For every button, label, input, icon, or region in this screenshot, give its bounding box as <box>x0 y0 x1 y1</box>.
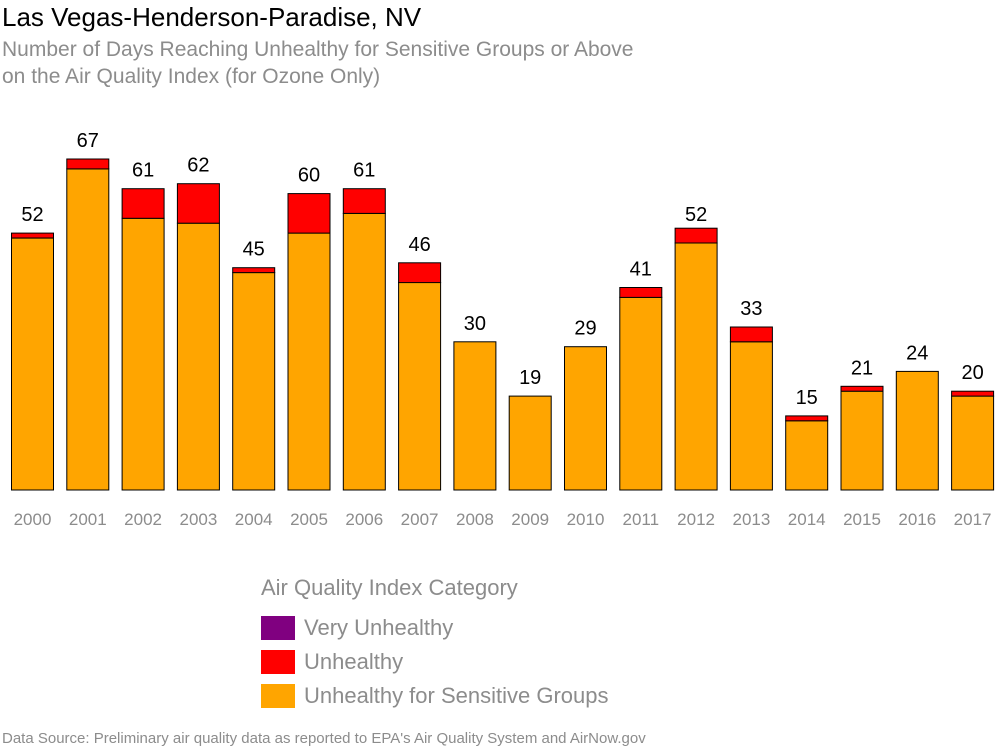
x-tick-label-2003: 2003 <box>179 510 217 529</box>
x-tick-label-2005: 2005 <box>290 510 328 529</box>
x-tick-label-2008: 2008 <box>456 510 494 529</box>
bar-segment-unhealthy-2015 <box>840 385 884 392</box>
bar-segment-unhealthy-2006 <box>342 188 386 214</box>
bar-segment-unhealthy-for-sensitive-groups-2002 <box>121 217 165 491</box>
x-tick-label-2007: 2007 <box>401 510 439 529</box>
bar-segment-unhealthy-for-sensitive-groups-2000 <box>11 237 54 491</box>
bar-segment-unhealthy-2001 <box>66 158 110 170</box>
subtitle-line-2: on the Air Quality Index (for Ozone Only… <box>2 65 381 88</box>
x-tick-label-2010: 2010 <box>567 510 605 529</box>
legend-title: Air Quality Index Category <box>261 575 518 600</box>
bar-segment-unhealthy-for-sensitive-groups-2013 <box>729 341 773 491</box>
bar-segment-unhealthy-2007 <box>398 262 442 284</box>
data-label-2006: 61 <box>353 160 375 182</box>
x-tick-label-2012: 2012 <box>677 510 715 529</box>
data-label-2002: 61 <box>132 160 154 182</box>
bar-segment-unhealthy-for-sensitive-groups-2003 <box>176 222 220 491</box>
legend-swatch-unhealthy-for-sensitive-groups <box>261 684 295 708</box>
data-label-2005: 60 <box>298 165 320 187</box>
bar-segment-unhealthy-2005 <box>287 193 331 234</box>
bar-segment-unhealthy-for-sensitive-groups-2015 <box>840 390 884 491</box>
stacked-bar-chart: 52 2000 67 2001 61 2002 62 2003 45 2004 60 2005 61 20… <box>11 130 995 529</box>
data-label-2010: 29 <box>574 318 596 340</box>
bar-segment-unhealthy-for-sensitive-groups-2006 <box>342 212 386 491</box>
data-label-2012: 52 <box>685 204 707 226</box>
chart-subtitle: Number of Days Reaching Unhealthy for Se… <box>2 36 634 90</box>
data-label-2008: 30 <box>464 313 486 335</box>
legend-swatch-unhealthy <box>261 650 295 674</box>
data-label-2015: 21 <box>851 357 873 379</box>
x-tick-label-2004: 2004 <box>235 510 273 529</box>
x-tick-label-2000: 2000 <box>14 510 52 529</box>
legend: Air Quality Index Category Very Unhealth… <box>261 575 609 713</box>
x-tick-label-2014: 2014 <box>788 510 826 529</box>
bar-segment-unhealthy-2004 <box>232 267 276 274</box>
data-label-2000: 52 <box>21 204 43 226</box>
x-tick-label-2009: 2009 <box>511 510 549 529</box>
data-label-2009: 19 <box>519 367 541 389</box>
bar-segment-unhealthy-for-sensitive-groups-2008 <box>453 341 497 491</box>
bar-segment-unhealthy-2013 <box>729 326 773 343</box>
bar-segment-unhealthy-2003 <box>176 183 220 224</box>
bar-segment-unhealthy-for-sensitive-groups-2017 <box>951 395 995 491</box>
x-tick-label-2016: 2016 <box>898 510 936 529</box>
data-label-2003: 62 <box>187 155 209 177</box>
legend-item-very-unhealthy: Very Unhealthy <box>261 611 609 645</box>
subtitle-line-1: Number of Days Reaching Unhealthy for Se… <box>2 38 634 61</box>
bar-segment-unhealthy-2017 <box>951 390 995 397</box>
data-label-2014: 15 <box>796 387 818 409</box>
x-tick-label-2011: 2011 <box>623 510 660 529</box>
bar-segment-unhealthy-for-sensitive-groups-2011 <box>619 296 663 491</box>
legend-item-unhealthy-for-sensitive-groups: Unhealthy for Sensitive Groups <box>261 679 609 713</box>
data-label-2011: 41 <box>630 259 652 281</box>
data-label-2013: 33 <box>740 298 762 320</box>
x-tick-label-2006: 2006 <box>345 510 383 529</box>
data-label-2001: 67 <box>77 130 99 152</box>
legend-label-very-unhealthy: Very Unhealthy <box>304 615 454 640</box>
data-label-2017: 20 <box>961 362 983 384</box>
bar-segment-unhealthy-for-sensitive-groups-2014 <box>785 420 829 491</box>
legend-item-unhealthy: Unhealthy <box>261 645 609 679</box>
bar-segment-unhealthy-for-sensitive-groups-2010 <box>564 346 607 491</box>
legend-swatch-very-unhealthy <box>261 616 295 640</box>
x-tick-label-2002: 2002 <box>124 510 162 529</box>
data-label-2004: 45 <box>243 239 265 261</box>
x-tick-label-2017: 2017 <box>954 510 992 529</box>
data-label-2007: 46 <box>408 234 430 256</box>
bar-segment-unhealthy-for-sensitive-groups-2009 <box>508 395 552 491</box>
x-tick-label-2013: 2013 <box>732 510 770 529</box>
bar-segment-unhealthy-2002 <box>121 188 165 219</box>
bar-segment-unhealthy-for-sensitive-groups-2005 <box>287 232 331 491</box>
x-tick-label-2001: 2001 <box>69 510 107 529</box>
bar-segment-unhealthy-2011 <box>619 287 663 298</box>
bar-segment-unhealthy-2000 <box>11 232 54 239</box>
x-tick-label-2015: 2015 <box>843 510 881 529</box>
legend-label-unhealthy: Unhealthy <box>304 649 404 674</box>
bar-segment-unhealthy-for-sensitive-groups-2001 <box>66 168 110 491</box>
bar-segment-unhealthy-for-sensitive-groups-2004 <box>232 272 276 491</box>
bar-segment-unhealthy-for-sensitive-groups-2007 <box>398 282 442 491</box>
legend-label-unhealthy-for-sensitive-groups: Unhealthy for Sensitive Groups <box>304 683 609 708</box>
data-label-2016: 24 <box>906 342 928 364</box>
bar-segment-unhealthy-2014 <box>785 415 829 422</box>
data-source-note: Data Source: Preliminary air quality dat… <box>2 730 646 747</box>
bar-segment-unhealthy-2012 <box>674 227 718 244</box>
bar-segment-unhealthy-for-sensitive-groups-2016 <box>895 370 939 491</box>
chart-title: Las Vegas-Henderson-Paradise, NV <box>2 2 422 32</box>
bar-segment-unhealthy-for-sensitive-groups-2012 <box>674 242 718 491</box>
